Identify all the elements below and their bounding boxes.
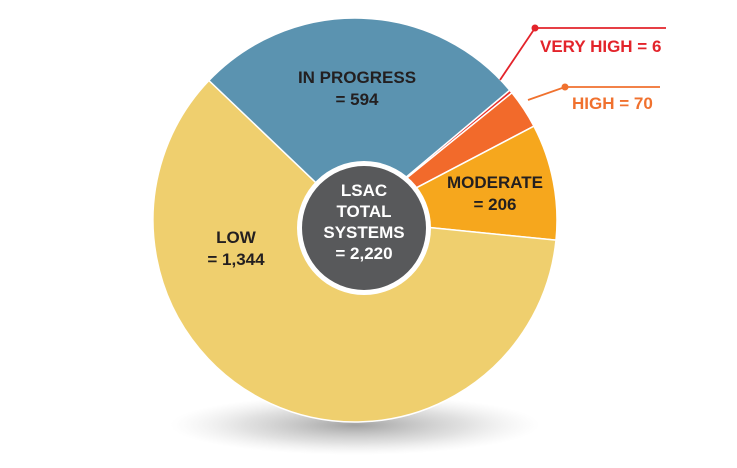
callout-dot-very-high	[531, 24, 539, 32]
center-circle	[302, 166, 426, 290]
pie-shadow	[170, 395, 540, 455]
center-label-line-1: LSAC	[341, 181, 387, 200]
slice-label-moderate-line-2: = 206	[473, 195, 516, 214]
callout-label-very-high: VERY HIGH = 6	[540, 37, 661, 56]
slice-label-in-progress-line-2: = 594	[335, 90, 379, 109]
center-label-line-2: TOTAL	[336, 202, 391, 221]
slice-label-in-progress-line-1: IN PROGRESS	[298, 68, 416, 87]
pie-slice-in-progress	[207, 17, 511, 222]
slice-label-moderate-line-1: MODERATE	[447, 173, 543, 192]
slice-label-low-line-2: = 1,344	[207, 250, 265, 269]
callout-label-high: HIGH = 70	[572, 94, 653, 113]
center-label-line-3: SYSTEMS	[323, 223, 404, 242]
center-label-line-4: = 2,220	[335, 244, 392, 263]
callout-dot-high	[561, 83, 569, 91]
slice-label-low-line-1: LOW	[216, 228, 257, 247]
